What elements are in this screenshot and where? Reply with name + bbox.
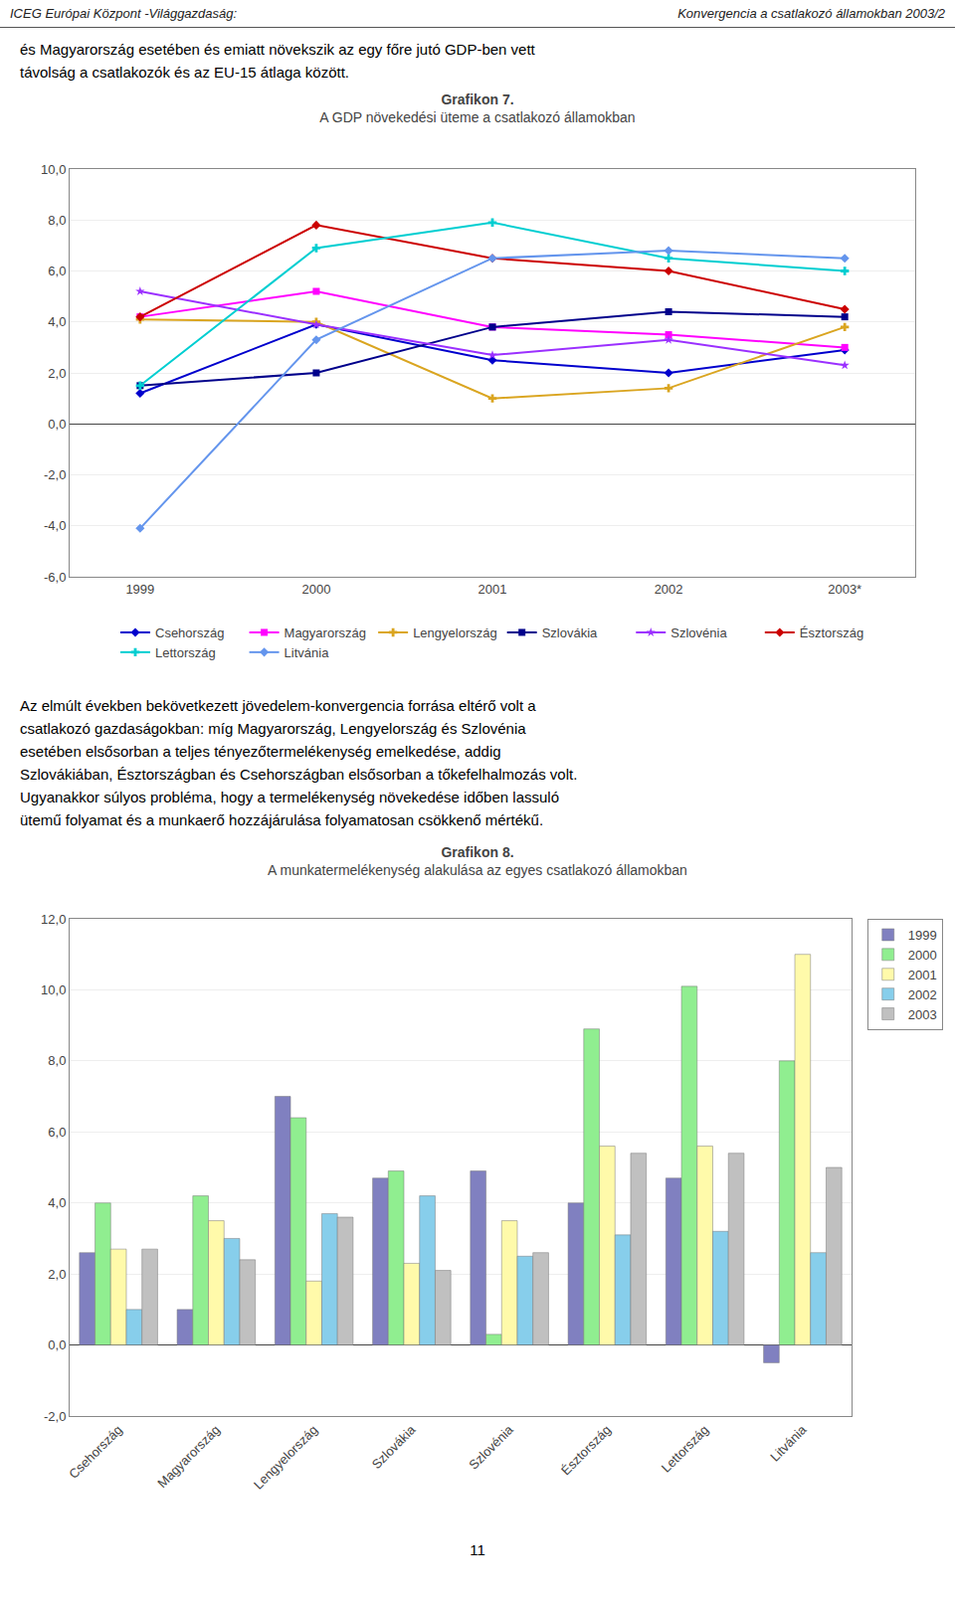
svg-text:Szlovénia: Szlovénia [670, 625, 728, 641]
svg-text:Magyarország: Magyarország [284, 625, 367, 641]
html-text:Az elmúlt években bekövetkezet: Az elmúlt években bekövetkezett jövedele… [19, 697, 578, 829]
svg-text:1999: 1999 [908, 928, 938, 944]
svg-text:2001: 2001 [908, 967, 938, 983]
svg-text:10,0: 10,0 [40, 982, 66, 998]
svg-text:Lettország: Lettország [155, 645, 216, 661]
svg-text:Litvánia: Litvánia [284, 645, 331, 661]
svg-text:Szlovénia: Szlovénia [465, 1422, 517, 1474]
svg-text:Lengyelország: Lengyelország [250, 1422, 321, 1493]
svg-text:-4,0: -4,0 [43, 518, 66, 534]
html-text:és Magyarország esetében és em: és Magyarország esetében és emiatt növek… [19, 40, 535, 81]
svg-text:8,0: 8,0 [47, 1053, 66, 1069]
svg-text:Csehország: Csehország [65, 1422, 126, 1483]
svg-text:Észtország: Észtország [558, 1422, 614, 1479]
svg-text:Szlovákia: Szlovákia [369, 1422, 419, 1473]
svg-text:Észtország: Észtország [799, 625, 864, 641]
svg-text:Grafikon 7.A GDP növekedési üt: Grafikon 7.A GDP növekedési üteme a csat… [319, 91, 635, 126]
svg-text:2003: 2003 [908, 1007, 938, 1023]
svg-text:Magyarország: Magyarország [154, 1422, 223, 1492]
html-text:11: 11 [469, 1541, 486, 1559]
svg-text:2002: 2002 [654, 581, 684, 597]
svg-text:Lengyelország: Lengyelország [412, 625, 498, 641]
svg-text:-2,0: -2,0 [43, 1409, 66, 1425]
svg-text:-2,0: -2,0 [43, 467, 66, 483]
svg-text:6,0: 6,0 [47, 1125, 66, 1141]
svg-text:2003*: 2003* [827, 581, 862, 597]
svg-text:2,0: 2,0 [47, 366, 66, 382]
svg-text:-6,0: -6,0 [43, 570, 66, 585]
svg-text:4,0: 4,0 [47, 314, 66, 330]
svg-text:0,0: 0,0 [47, 416, 66, 432]
svg-text:Litvánia: Litvánia [766, 1422, 810, 1466]
svg-text:2000: 2000 [908, 948, 938, 963]
svg-text:2002: 2002 [908, 987, 938, 1003]
svg-text:Lettország: Lettország [658, 1422, 713, 1477]
html-text:ICEG Európai Központ -Világgaz: ICEG Európai Központ -Világgazdaság: [9, 5, 237, 21]
svg-text:4,0: 4,0 [47, 1195, 66, 1211]
svg-text:2001: 2001 [478, 581, 508, 597]
svg-text:8,0: 8,0 [47, 212, 66, 228]
svg-text:1999: 1999 [125, 581, 155, 597]
svg-text:2,0: 2,0 [47, 1267, 66, 1283]
svg-text:6,0: 6,0 [47, 263, 66, 279]
svg-text:2000: 2000 [301, 581, 331, 597]
svg-text:Csehország: Csehország [155, 625, 224, 641]
svg-text:10,0: 10,0 [40, 162, 66, 178]
svg-text:Szlovákia: Szlovákia [542, 625, 598, 641]
svg-text:Grafikon 8.A munkatermelékenys: Grafikon 8.A munkatermelékenység alakulá… [267, 844, 688, 879]
svg-text:12,0: 12,0 [40, 912, 66, 928]
svg-text:0,0: 0,0 [47, 1337, 66, 1353]
html-text:Konvergencia a csatlakozó álla: Konvergencia a csatlakozó államokban 200… [677, 5, 946, 21]
